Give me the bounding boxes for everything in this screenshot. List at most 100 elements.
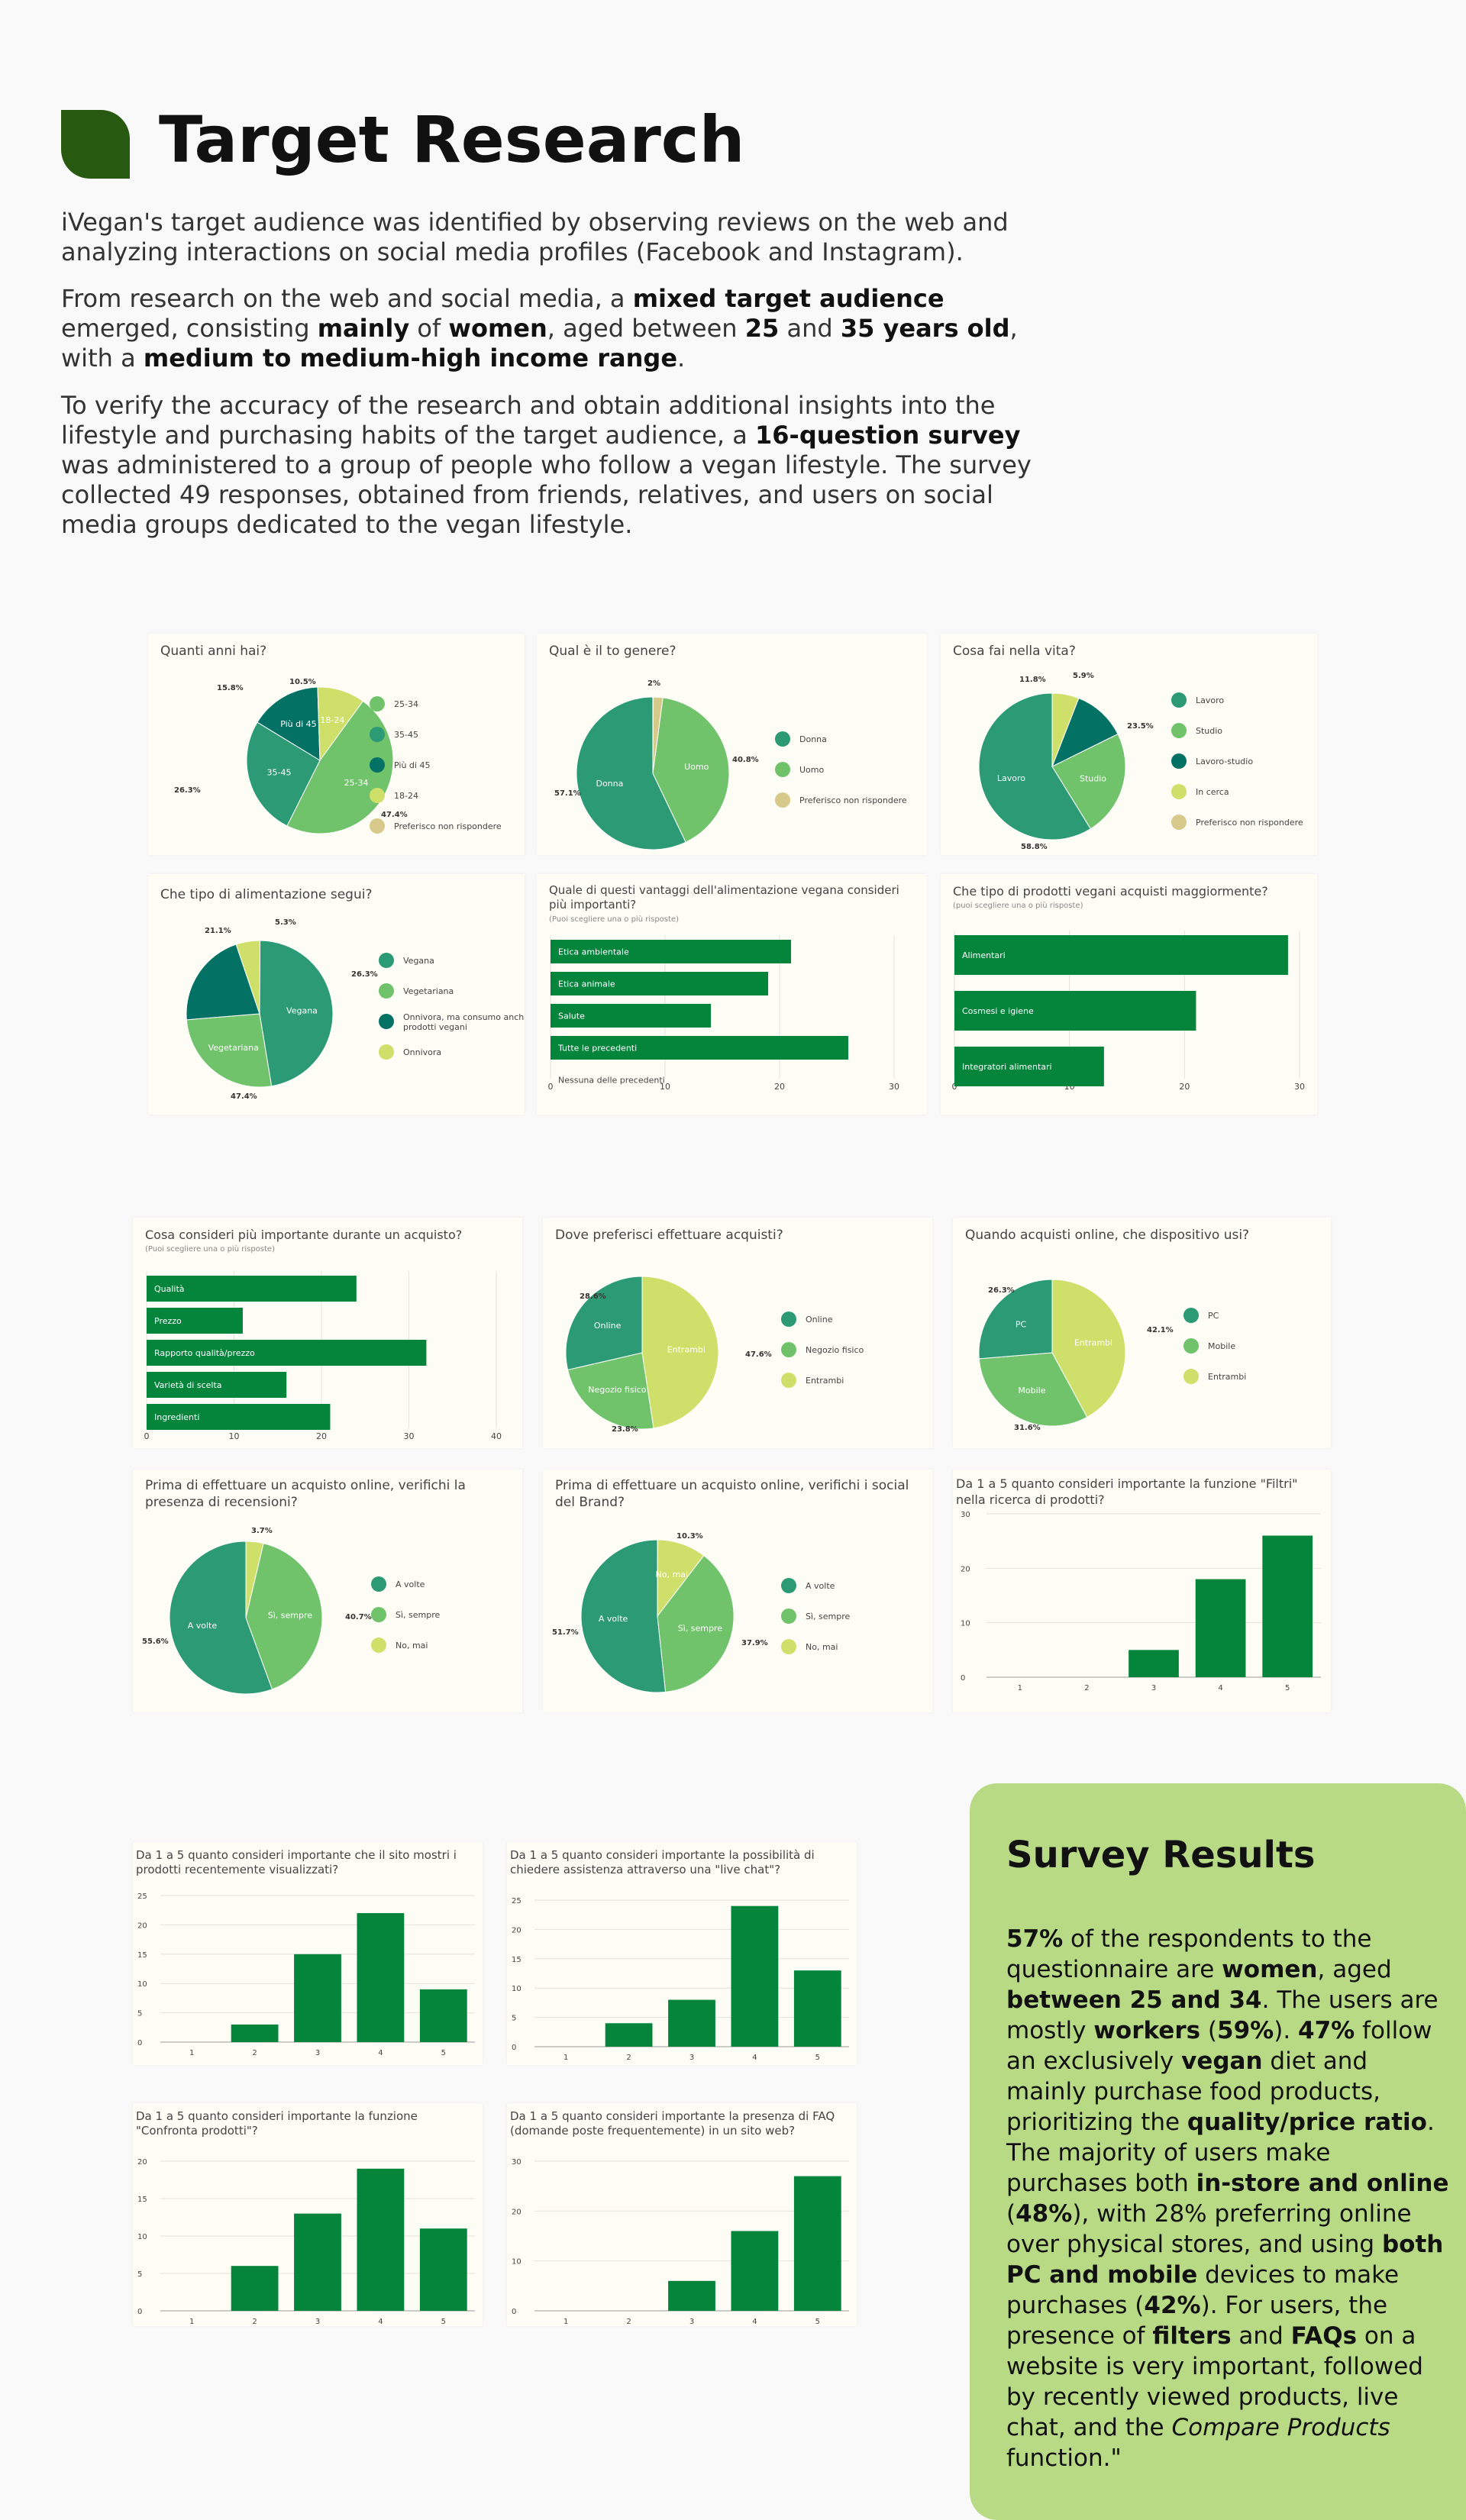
text-run: ), with 28% preferring online over physi… <box>1006 2200 1412 2258</box>
age-pie-chart: 25-34 35-45 Più di 45 18-24 47.4% 26.3% 15.8% 1… <box>174 678 502 834</box>
text-run: , aged between <box>547 314 745 343</box>
where-buy-pie-chart: Entrambi Negozio fisico Online 47.6% 23.8% 28… <box>565 1276 864 1434</box>
chart-card-faq: Da 1 a 5 quanto consideri importante la … <box>507 2103 857 2326</box>
bar <box>357 2168 405 2311</box>
text-run: quality/price ratio <box>1187 2109 1427 2136</box>
text-run: of <box>409 314 449 343</box>
category-label: Salute <box>558 1012 585 1021</box>
slice-label: Più di 45 <box>280 719 316 729</box>
x-tick-label: 4 <box>752 2318 757 2326</box>
y-tick-label: 25 <box>512 1897 521 1905</box>
chart-title: Prima di effettuare un acquisto online, … <box>555 1478 909 1510</box>
bar <box>954 1047 1104 1086</box>
slice-label: Studio <box>1080 773 1106 783</box>
y-tick-label: 0 <box>512 2044 516 2052</box>
social-pie-chart: A volte Sì, sempre No, mai 51.7% 37.9% 10.3% A… <box>552 1532 851 1693</box>
legend-label: Lavoro-studio <box>1196 757 1253 766</box>
category-label: Tutte le precedenti <box>557 1044 637 1053</box>
percent-label: 26.3% <box>988 1286 1015 1295</box>
intro-paragraph-3: To verify the accuracy of the research a… <box>61 391 1054 540</box>
bar <box>231 2266 279 2311</box>
y-tick-label: 0 <box>137 2308 142 2316</box>
chart-title: Cosa consideri più importante durante un… <box>145 1228 463 1242</box>
pie-slice <box>576 696 686 850</box>
y-tick-label: 30 <box>512 2158 521 2167</box>
text-run: emerged, consisting <box>61 314 318 343</box>
bar <box>1129 1650 1179 1677</box>
x-tick-label: 1 <box>1018 1684 1022 1692</box>
survey-results-text: 57% of the respondents to the questionna… <box>1006 1924 1449 2473</box>
percent-label: 57.1% <box>554 789 581 798</box>
gender-pie-chart: Donna Uomo 57.1% 40.8% 2% Donna Uomo Preferisco… <box>554 679 907 850</box>
chart-card-purchase-factor: Cosa consideri più importante durante un… <box>133 1218 522 1448</box>
chart-subtitle: (Puoi scegliere una o più risposte) <box>549 915 679 924</box>
percent-label: 51.7% <box>552 1628 579 1637</box>
legend-swatch <box>1171 723 1187 738</box>
text-run: devices to make purchases ( <box>1006 2261 1400 2319</box>
slice-label: A volte <box>188 1621 218 1631</box>
pie-slice <box>641 1276 719 1429</box>
advantages-bar-chart: 0 10 20 30 Etica ambientale Etica animale Salu… <box>548 935 899 1092</box>
percent-label: 21.1% <box>205 927 231 935</box>
faq-bar-chart: 0 10 20 30 1 2 3 4 5 <box>512 2158 849 2326</box>
x-tick-label: 20 <box>316 1431 327 1441</box>
legend-label: Studio <box>1196 726 1222 736</box>
text-run: ( <box>1006 2200 1016 2228</box>
y-tick-label: 15 <box>137 2196 147 2204</box>
text-run: 35 years old <box>840 314 1010 343</box>
slice-label: No, mai <box>656 1570 688 1579</box>
y-tick-label: 20 <box>512 1926 521 1934</box>
chart-card-live-chat: Da 1 a 5 quanto consideri importante la … <box>507 1842 857 2065</box>
legend-label: Onnivora <box>403 1047 441 1057</box>
text-run: Compare Products <box>1171 2414 1390 2441</box>
slice-label: Uomo <box>684 762 709 772</box>
slice-label: Vegetariana <box>208 1043 259 1053</box>
bar <box>147 1276 357 1302</box>
bar <box>294 1954 341 2042</box>
legend-swatch <box>371 1576 386 1592</box>
chart-card-job: Cosa fai nella vita? Lavoro Studio 58.8% 23… <box>941 634 1317 855</box>
x-tick-label: 3 <box>315 2318 320 2326</box>
pie-slice <box>1051 692 1080 767</box>
y-tick-label: 20 <box>137 2158 147 2167</box>
chart-title: Cosa fai nella vita? <box>953 644 1076 659</box>
pie-slice <box>245 1543 323 1690</box>
legend-swatch <box>781 1342 796 1357</box>
legend-swatch <box>370 788 385 803</box>
pie-slice <box>186 1013 273 1088</box>
legend-label: Donna <box>799 734 827 744</box>
legend-swatch <box>781 1373 796 1388</box>
category-label: Cosmesi e igiene <box>962 1006 1034 1016</box>
y-tick-label: 10 <box>512 2258 521 2267</box>
slice-label: Negozio fisico <box>588 1385 647 1395</box>
legend-swatch <box>370 757 385 773</box>
slice-label: Donna <box>596 779 623 789</box>
purchase-factor-bar-chart: 0 10 20 30 40 Qualità Prezzo Rapporto qualità/p… <box>144 1271 502 1441</box>
text-run: diet and mainly purchase food products, … <box>1006 2047 1381 2136</box>
legend-swatch <box>781 1312 796 1327</box>
chart-card-advantages: Quale di questi vantaggi dell'alimentazi… <box>537 874 927 1115</box>
text-run: From research on the web and social medi… <box>61 284 633 313</box>
text-run: 59% <box>1217 2017 1274 2044</box>
bar <box>1195 1579 1246 1677</box>
y-tick-label: 25 <box>137 1892 147 1901</box>
bar <box>954 991 1196 1031</box>
intro-paragraph-2: From research on the web and social medi… <box>61 284 1054 373</box>
chart-card-recently-viewed: Da 1 a 5 quanto consideri importante che… <box>133 1842 483 2065</box>
pie-slice <box>580 1539 667 1693</box>
x-tick-label: 20 <box>1179 1082 1190 1092</box>
slice-label: Lavoro <box>997 773 1025 783</box>
pie-slice <box>657 1539 705 1618</box>
percent-label: 42.1% <box>1147 1326 1174 1334</box>
bar <box>357 1913 405 2042</box>
text-run: ). For users, the presence of <box>1006 2292 1388 2350</box>
pie-slice <box>1051 697 1119 768</box>
chart-subtitle: (puoi scegliere una o più risposte) <box>953 902 1083 910</box>
legend-swatch <box>1171 692 1187 708</box>
x-tick-label: 5 <box>441 2318 446 2326</box>
legend-swatch <box>371 1607 386 1622</box>
bar <box>147 1404 331 1430</box>
category-label: Qualità <box>154 1284 185 1294</box>
chart-title: Quale di questi vantaggi dell'alimentazi… <box>549 883 899 912</box>
text-run: mainly <box>317 314 410 343</box>
